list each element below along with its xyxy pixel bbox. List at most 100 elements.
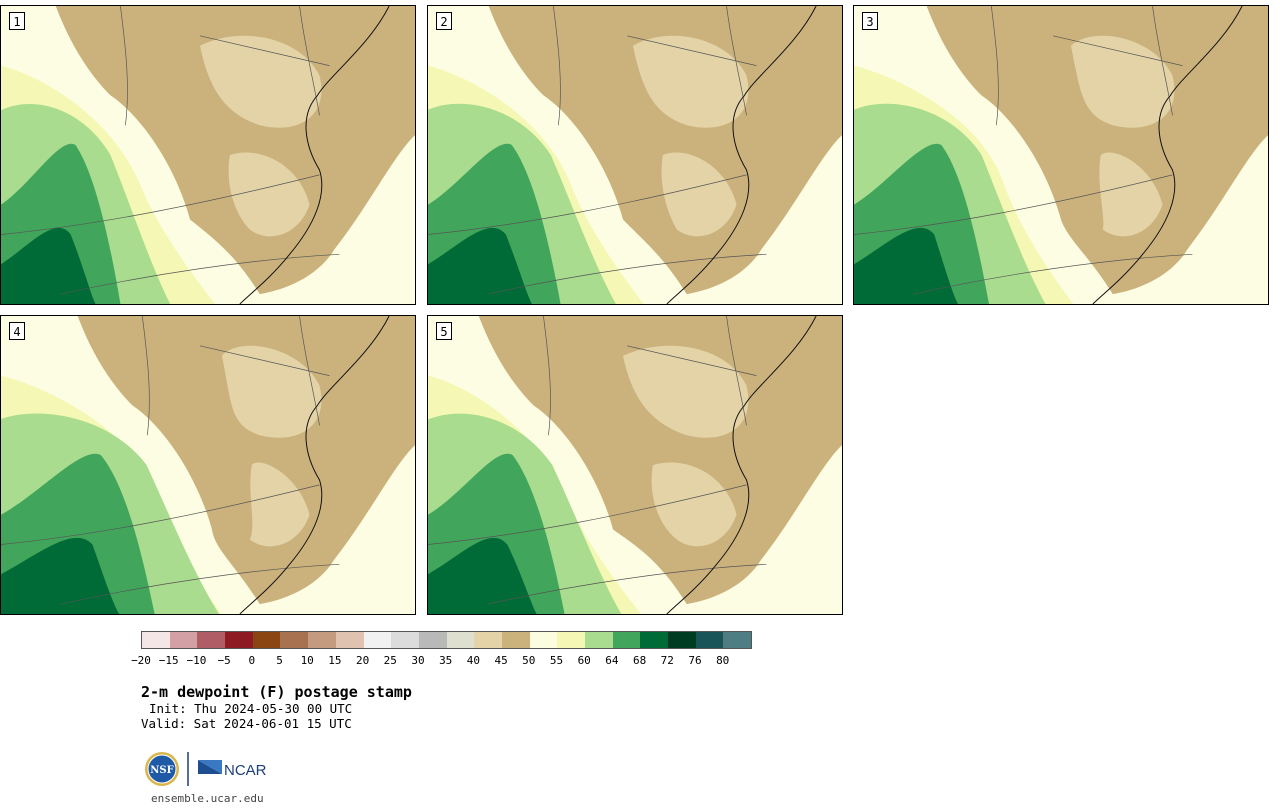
member-4-label: 4 (9, 322, 25, 340)
dark-green-region (1, 537, 120, 614)
state-boundary (913, 253, 1193, 295)
colorbar-tick-label: 5 (276, 654, 283, 667)
tan-patch (249, 462, 310, 547)
logos: NSF NCAR (145, 752, 267, 786)
colorbar-tick-label: 10 (300, 654, 314, 667)
member-1-map: 1 (0, 5, 416, 305)
tan-patch (661, 152, 737, 237)
colorbar-swatch (474, 632, 502, 648)
colorbar-tick-label: 64 (605, 654, 619, 667)
colorbar-ticks: −20 −15 −10 −5 0 5 10 15 20 25 30 35 40 45 50 55 60 64 68 7… (130, 654, 770, 668)
nsf-logo-icon: NSF (145, 752, 179, 786)
dry-air-region (921, 6, 1268, 295)
tan-patch (200, 35, 322, 128)
dark-green-region (1, 227, 96, 304)
state-boundary (553, 6, 561, 126)
colorbar-swatch (612, 632, 641, 648)
colorbar-swatch (529, 632, 558, 648)
state-boundary (428, 174, 747, 235)
colorbar-tick-label: 55 (549, 654, 564, 667)
colorbar-swatch (723, 632, 752, 648)
member-5-dewpoint-field (428, 316, 842, 614)
colorbar-tick-label: −15 (158, 654, 179, 667)
colorbar-tick-label: 35 (439, 654, 453, 667)
colorbar-swatch (252, 632, 281, 648)
dark-green-region (428, 227, 532, 304)
state-boundary (990, 6, 999, 126)
state-boundary (487, 563, 767, 605)
colorbar-tick-label: 72 (660, 654, 674, 667)
colorbar-swatch (418, 632, 447, 648)
member-2-label: 2 (436, 12, 452, 30)
ncar-logo-icon: NCAR (198, 760, 267, 779)
colorbar-swatch (446, 632, 475, 648)
dry-air-region (50, 6, 415, 295)
colorbar-swatch (363, 632, 392, 648)
member-4-map: 4 (0, 315, 416, 615)
state-boundary (428, 484, 747, 545)
colorbar-swatch (225, 632, 253, 648)
colorbar-tick-label: 76 (688, 654, 702, 667)
colorbar-swatch (557, 632, 585, 648)
coastline (1092, 6, 1243, 304)
member-5-map: 5 (427, 315, 843, 615)
state-boundary (1152, 6, 1173, 116)
colorbar-swatch (197, 632, 226, 648)
tan-patch (1099, 152, 1163, 237)
state-boundary (626, 345, 757, 376)
state-boundary (60, 563, 340, 605)
dark-green-region (854, 227, 958, 304)
colorbar-tick-label: −20 (131, 654, 151, 667)
state-boundary (141, 316, 150, 436)
state-boundary (1052, 35, 1183, 66)
colorbar-tick-label: 68 (632, 654, 647, 667)
colorbar-tick-label: 15 (328, 654, 342, 667)
tan-patch (1070, 35, 1175, 128)
member-3-map: 3 (853, 5, 1269, 305)
colorbar (141, 631, 753, 649)
coastline (666, 6, 817, 304)
colorbar-tick-label: 60 (577, 654, 591, 667)
colorbar-swatch (668, 632, 696, 648)
state-boundary (1, 484, 320, 545)
tan-patch (623, 345, 749, 438)
state-boundary (854, 174, 1173, 235)
init-time: Init: Thu 2024-05-30 00 UTC (149, 701, 353, 716)
state-boundary (199, 345, 330, 376)
colorbar-tick-label: 50 (522, 654, 536, 667)
coastline (239, 316, 390, 614)
colorbar-tick-label: 0 (248, 654, 256, 667)
colorbar-swatch (308, 632, 336, 648)
state-boundary (543, 316, 551, 436)
state-boundary (726, 316, 747, 426)
member-2-map: 2 (427, 5, 843, 305)
state-boundary (60, 253, 340, 295)
state-boundary (487, 253, 767, 295)
site-url: ensemble.ucar.edu (151, 792, 264, 805)
state-boundary (199, 35, 330, 66)
state-boundary (726, 6, 747, 116)
chart-title: 2-m dewpoint (F) postage stamp (141, 683, 412, 701)
colorbar-tick-label: 20 (355, 654, 370, 667)
tan-patch (228, 152, 310, 237)
colorbar-tick-label: 40 (466, 654, 481, 667)
colorbar-swatch (335, 632, 364, 648)
valid-time: Valid: Sat 2024-06-01 15 UTC (141, 716, 352, 731)
tan-patch (633, 35, 749, 128)
svg-text:NCAR: NCAR (224, 762, 267, 779)
member-1-label: 1 (9, 12, 25, 30)
member-4-dewpoint-field (1, 316, 415, 614)
member-3-label: 3 (862, 12, 878, 30)
colorbar-swatch (501, 632, 530, 648)
colorbar-swatch (695, 632, 724, 648)
member-2-dewpoint-field (428, 6, 842, 304)
dry-air-region (483, 6, 842, 295)
member-3-dewpoint-field (854, 6, 1268, 304)
state-boundary (1, 174, 320, 235)
state-boundary (299, 6, 320, 116)
state-boundary (626, 35, 757, 66)
colorbar-tick-label: 25 (383, 654, 397, 667)
member-1-dewpoint-field (1, 6, 415, 304)
colorbar-swatch (169, 632, 198, 648)
dry-air-region (473, 316, 842, 605)
